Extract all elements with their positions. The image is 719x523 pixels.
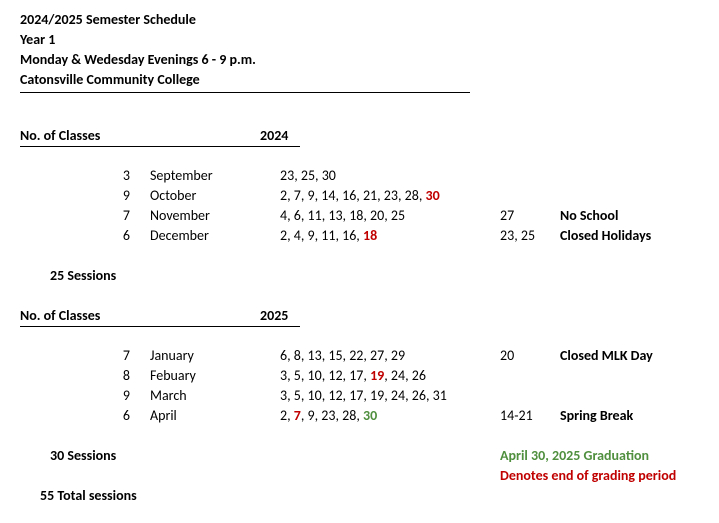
month-label: January [150,346,250,366]
classes-label: No. of Classes [20,127,100,144]
month-label: December [150,226,250,246]
side-dates: 14-21 [500,406,560,426]
dates-cell: 3, 5, 10, 12, 17, 19, 24, 26, 31 [280,386,480,406]
sessions-subtotal-1: 25 Sessions [50,266,116,286]
date-part: 3, 5, 10, 12, 17, [280,367,370,384]
class-count: 6 [60,406,130,426]
date-part: , 24, 26 [384,367,426,384]
date-part: 30 [426,187,440,204]
legend-note: Denotes end of grading period [500,466,676,486]
date-part: 30 [363,407,377,424]
date-part: 23, 25, 30 [280,167,336,184]
section-heading-2: No. of Classes [20,306,300,327]
classes-label: No. of Classes [20,307,100,324]
dates-cell: 2, 4, 9, 11, 16, 18 [280,226,480,246]
date-part: 3, 5, 10, 12, 17, 19, 24, 26, 31 [280,387,447,404]
side-note: Closed Holidays [560,226,719,246]
month-label: Febuary [150,366,250,386]
class-count: 8 [60,366,130,386]
date-part: , 9, 23, 28, [301,407,363,424]
dates-cell: 2, 7, 9, 23, 28, 30 [280,406,480,426]
spreadsheet-sheet: 2024/2025 Semester ScheduleYear 1Monday … [0,0,719,523]
header-school: Catonsville Community College [20,70,470,93]
month-label: March [150,386,250,406]
side-note: No School [560,206,719,226]
side-note: Closed MLK Day [560,346,719,366]
header-title: 2024/2025 Semester Schedule [20,10,196,30]
class-count: 7 [60,346,130,366]
month-label: April [150,406,250,426]
date-part: 2, 7, 9, 14, 16, 21, 23, 28, [280,187,426,204]
side-dates: 27 [500,206,560,226]
class-count: 9 [60,186,130,206]
year-label-1: 2024 [260,126,288,146]
month-label: September [150,166,250,186]
section-heading-1: No. of Classes [20,126,300,147]
dates-cell: 3, 5, 10, 12, 17, 19, 24, 26 [280,366,480,386]
date-part: 7 [294,407,301,424]
date-part: 4, 6, 11, 13, 18, 20, 25 [280,207,405,224]
class-count: 7 [60,206,130,226]
month-label: October [150,186,250,206]
date-part: 6, 8, 13, 15, 22, 27, 29 [280,347,405,364]
total-sessions: 55 Total sessions [40,486,137,506]
date-part: 2, [280,407,294,424]
date-part: 18 [363,227,377,244]
class-count: 6 [60,226,130,246]
dates-cell: 2, 7, 9, 14, 16, 21, 23, 28, 30 [280,186,480,206]
date-part: 19 [370,367,384,384]
month-label: November [150,206,250,226]
graduation-note: April 30, 2025 Graduation [500,446,649,466]
dates-cell: 23, 25, 30 [280,166,480,186]
year-label-2: 2025 [260,306,288,326]
sessions-subtotal-2: 30 Sessions [50,446,116,466]
class-count: 3 [60,166,130,186]
side-dates: 23, 25 [500,226,560,246]
side-dates: 20 [500,346,560,366]
date-part: 2, 4, 9, 11, 16, [280,227,363,244]
side-note: Spring Break [560,406,719,426]
dates-cell: 6, 8, 13, 15, 22, 27, 29 [280,346,480,366]
class-count: 9 [60,386,130,406]
dates-cell: 4, 6, 11, 13, 18, 20, 25 [280,206,480,226]
header-time: Monday & Wedesday Evenings 6 - 9 p.m. [20,50,256,70]
header-year: Year 1 [20,30,55,50]
